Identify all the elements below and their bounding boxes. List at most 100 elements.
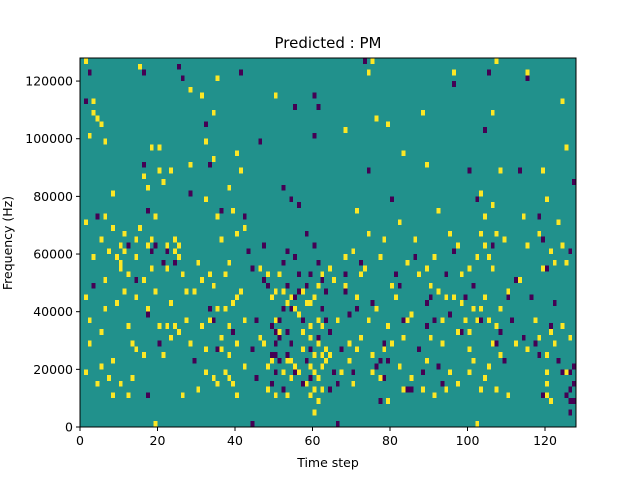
heatmap-cell-high <box>83 58 88 64</box>
heatmap-cell-high <box>173 248 177 255</box>
heatmap-cell-high <box>99 363 104 370</box>
heatmap-cell-high <box>134 346 139 353</box>
heatmap-cell-high <box>184 317 189 324</box>
heatmap-cell-high <box>459 271 464 278</box>
y-axis-label: Frequency (Hz) <box>0 196 15 290</box>
heatmap-cell-low <box>145 392 150 399</box>
heatmap-cell-high <box>545 196 549 203</box>
heatmap-cell-high <box>235 340 239 347</box>
x-axis: 0 20 40 60 80 100 120 <box>76 427 557 448</box>
heatmap-cell-low <box>390 196 394 203</box>
heatmap-cell-high <box>266 386 270 393</box>
heatmap-cell-low <box>250 265 255 272</box>
heatmap-cell-high <box>277 271 282 278</box>
x-tick-label: 80 <box>382 433 398 448</box>
x-tick-label: 100 <box>456 433 480 448</box>
heatmap-cell-low <box>145 311 150 318</box>
heatmap-cell-low <box>572 398 576 404</box>
heatmap-cell-low <box>266 282 270 289</box>
heatmap-cell-low <box>91 282 96 289</box>
heatmap-cell-high <box>258 334 263 341</box>
heatmap-cell-high <box>130 340 135 347</box>
heatmap-cell-low <box>339 346 344 353</box>
heatmap-cell-high <box>231 380 235 387</box>
heatmap-cell-low <box>312 92 317 99</box>
heatmap-cell-high <box>173 236 177 243</box>
heatmap-cell-low <box>273 352 278 358</box>
heatmap-cell-high <box>223 271 228 278</box>
heatmap-cell-low <box>324 288 328 295</box>
heatmap-cell-low <box>242 213 247 220</box>
heatmap-cell-high <box>188 86 193 93</box>
heatmap-cell-low <box>335 421 340 427</box>
heatmap-cell-low <box>297 202 301 208</box>
heatmap-cell-high <box>320 386 325 393</box>
heatmap-cell-low <box>537 352 542 358</box>
heatmap-cell-low <box>347 311 352 318</box>
heatmap-cell-high <box>211 156 216 162</box>
heatmap-cell-low <box>211 317 216 324</box>
heatmap-cell-high <box>196 259 201 266</box>
heatmap-cell-low <box>428 294 433 301</box>
heatmap-cell-low <box>126 242 131 249</box>
heatmap-cell-low <box>83 98 88 105</box>
heatmap-cell-high <box>134 254 139 260</box>
heatmap-cell-high <box>328 352 332 358</box>
heatmap-cell-high <box>463 317 468 324</box>
heatmap-cell-low <box>246 248 251 255</box>
heatmap-cell-high <box>436 288 441 295</box>
heatmap-cell-low <box>572 380 576 387</box>
heatmap-cell-high <box>467 346 472 353</box>
heatmap-cell-low <box>413 254 418 260</box>
heatmap-cell-low <box>87 69 92 76</box>
heatmap-cell-low <box>502 357 507 364</box>
heatmap-cell-high <box>200 277 204 283</box>
heatmap-cell-high <box>541 265 545 272</box>
heatmap-cell-high <box>343 282 348 289</box>
heatmap-cell-high <box>424 357 429 364</box>
heatmap-cell-high <box>138 63 142 70</box>
heatmap-cell-low <box>273 340 278 347</box>
heatmap-cell-low <box>304 357 309 364</box>
y-tick-label: 40000 <box>33 304 73 319</box>
heatmap-cell-high <box>359 271 363 278</box>
heatmap-cell-low <box>568 398 573 404</box>
heatmap-cell-high <box>238 167 243 174</box>
heatmap-cell-high <box>266 363 270 370</box>
heatmap-cell-high <box>378 254 383 260</box>
heatmap-cell-high <box>215 305 220 312</box>
heatmap-cell-high <box>215 75 220 82</box>
heatmap-cell-high <box>494 230 499 237</box>
heatmap-cell-low <box>316 334 321 341</box>
heatmap-cell-high <box>548 328 553 335</box>
heatmap-cell-low <box>304 282 309 289</box>
heatmap-cell-low <box>161 259 166 266</box>
heatmap-cell-high <box>169 300 173 306</box>
heatmap-cell-high <box>312 369 317 376</box>
heatmap-cell-low <box>277 334 282 341</box>
heatmap-cell-low <box>421 369 425 376</box>
heatmap-cell-low <box>370 300 375 306</box>
heatmap-cell-high <box>215 213 220 220</box>
heatmap-cell-high <box>401 150 406 157</box>
heatmap-cell-high <box>211 109 216 116</box>
heatmap-cell-low <box>262 277 266 283</box>
heatmap-cell-high <box>409 375 414 381</box>
heatmap-cell-low <box>409 386 414 393</box>
heatmap-cell-high <box>378 375 383 381</box>
heatmap-cell-low <box>258 138 263 145</box>
heatmap-cell-low <box>572 179 576 185</box>
heatmap-cell-high <box>180 271 185 278</box>
heatmap-cell-high <box>359 334 363 341</box>
heatmap-cell-high <box>448 369 452 376</box>
heatmap-cell-low <box>432 317 437 324</box>
heatmap-cell-high <box>362 265 367 272</box>
heatmap-cell-high <box>374 305 379 312</box>
heatmap-cell-high <box>390 340 394 347</box>
heatmap-cell-high <box>118 259 123 266</box>
heatmap-cell-high <box>304 300 309 306</box>
heatmap-cell-low <box>343 271 348 278</box>
heatmap-cell-high <box>192 288 197 295</box>
heatmap-cell-high <box>266 271 270 278</box>
heatmap-cell-low <box>316 259 321 266</box>
